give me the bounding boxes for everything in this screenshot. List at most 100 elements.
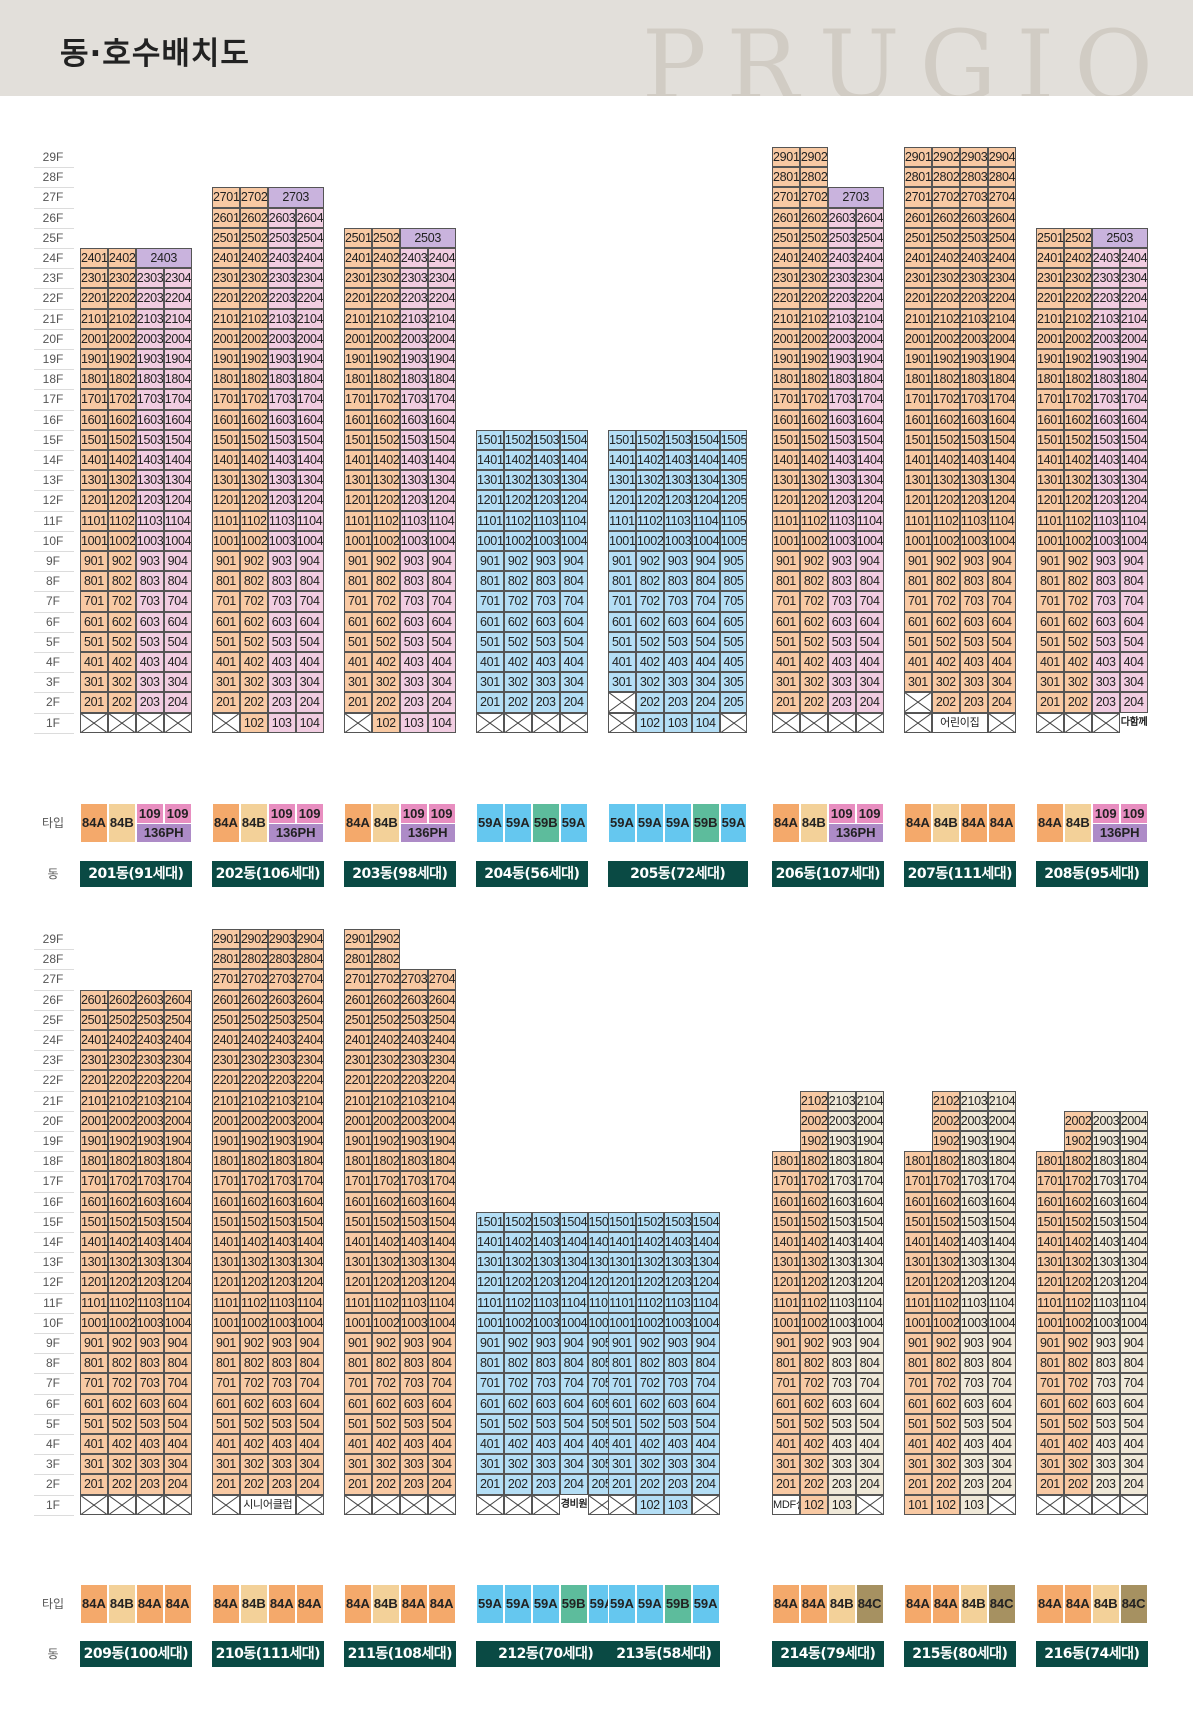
unit-cell[interactable]: 803 [663, 1353, 692, 1374]
unit-cell[interactable]: 703 [959, 1373, 988, 1394]
unit-cell[interactable]: 2204 [427, 1070, 456, 1091]
unit-cell[interactable]: 2004 [295, 328, 324, 349]
unit-cell[interactable]: 1501 [772, 1211, 800, 1232]
unit-cell[interactable]: 601 [1036, 611, 1064, 632]
unit-cell[interactable]: 1401 [80, 450, 108, 471]
unit-cell[interactable]: 2102 [239, 1090, 268, 1111]
unit-cell[interactable]: 1602 [239, 1191, 268, 1212]
unit-cell[interactable]: 502 [503, 1413, 532, 1434]
unit-cell[interactable]: 603 [1091, 611, 1120, 632]
unit-cell[interactable]: 404 [1119, 652, 1148, 673]
unit-cell[interactable]: 1902 [239, 1131, 268, 1152]
unit-cell[interactable]: 2402 [931, 248, 960, 269]
unit-cell[interactable]: 1603 [399, 1191, 428, 1212]
unit-cell[interactable]: 501 [476, 631, 504, 652]
unit-cell[interactable]: 1401 [772, 450, 800, 471]
unit-cell[interactable]: 1104 [427, 510, 456, 531]
unit-cell[interactable]: 1104 [855, 1292, 884, 1313]
unit-cell[interactable]: 604 [691, 611, 720, 632]
unit-cell[interactable]: 1102 [503, 1292, 532, 1313]
unit-cell[interactable]: 1302 [799, 1252, 828, 1273]
unit-cell[interactable]: 1203 [827, 1272, 856, 1293]
unit-cell[interactable]: 1103 [531, 1292, 560, 1313]
unit-cell[interactable]: 901 [212, 1333, 240, 1354]
unit-cell[interactable]: 2402 [371, 248, 400, 269]
unit-cell[interactable]: 2503 [399, 1009, 428, 1030]
unit-cell[interactable]: 702 [371, 591, 400, 612]
unit-cell[interactable]: 2003 [399, 1110, 428, 1131]
unit-cell[interactable]: 2102 [239, 308, 268, 329]
unit-cell[interactable]: 1501 [80, 1211, 108, 1232]
unit-cell[interactable]: 1902 [371, 1131, 400, 1152]
unit-cell[interactable]: 1803 [135, 1151, 164, 1172]
unit-cell[interactable]: 1403 [959, 1232, 988, 1253]
unit-cell[interactable]: 1801 [212, 1151, 240, 1172]
unit-cell[interactable]: 2201 [904, 288, 932, 309]
unit-cell[interactable]: 2704 [987, 187, 1016, 208]
unit-cell[interactable]: 902 [239, 1333, 268, 1354]
unit-cell[interactable]: 803 [1091, 1353, 1120, 1374]
unit-cell[interactable]: 1903 [827, 1131, 856, 1152]
unit-cell[interactable]: 1102 [107, 1292, 136, 1313]
unit-cell[interactable]: 802 [371, 571, 400, 592]
unit-cell[interactable]: 1405 [719, 450, 748, 471]
unit-cell[interactable]: 2904 [987, 147, 1016, 168]
unit-cell[interactable]: 904 [295, 1333, 324, 1354]
unit-cell[interactable]: 2901 [344, 929, 372, 950]
unit-cell[interactable]: 1501 [772, 429, 800, 450]
unit-cell[interactable]: 604 [987, 1393, 1016, 1414]
unit-cell[interactable]: 1003 [827, 1312, 856, 1333]
unit-cell[interactable]: 1303 [531, 1252, 560, 1273]
unit-cell[interactable]: 1802 [239, 369, 268, 390]
unit-cell[interactable]: 2204 [427, 288, 456, 309]
unit-cell[interactable]: 1504 [987, 1211, 1016, 1232]
unit-cell[interactable]: 902 [503, 1333, 532, 1354]
unit-cell[interactable]: 901 [344, 1333, 372, 1354]
unit-cell[interactable]: 1301 [344, 470, 372, 491]
unit-cell[interactable]: 1603 [1091, 409, 1120, 430]
unit-cell[interactable]: 2801 [344, 949, 372, 970]
unit-cell[interactable]: 801 [1036, 1353, 1064, 1374]
unit-cell[interactable]: 1001 [344, 530, 372, 551]
unit-cell[interactable]: 602 [1063, 611, 1092, 632]
unit-cell[interactable]: 1604 [427, 409, 456, 430]
unit-cell[interactable]: 502 [239, 1413, 268, 1434]
unit-cell[interactable]: 903 [399, 551, 428, 572]
unit-cell[interactable]: 2303 [959, 268, 988, 289]
unit-cell[interactable]: 501 [608, 631, 636, 652]
unit-cell[interactable]: 802 [931, 1353, 960, 1374]
unit-cell[interactable]: 801 [772, 1353, 800, 1374]
unit-cell[interactable]: 303 [959, 1454, 988, 1475]
unit-cell[interactable]: 703 [531, 591, 560, 612]
unit-cell[interactable]: 403 [827, 652, 856, 673]
unit-cell[interactable]: 502 [799, 1413, 828, 1434]
unit-cell[interactable]: 2204 [987, 288, 1016, 309]
unit-cell[interactable]: 1301 [904, 1252, 932, 1273]
unit-cell[interactable]: 204 [295, 1474, 324, 1495]
unit-cell[interactable]: 702 [799, 1373, 828, 1394]
unit-cell[interactable]: 1005 [719, 530, 748, 551]
unit-cell[interactable]: 1302 [1063, 470, 1092, 491]
unit-cell[interactable]: 2102 [1063, 308, 1092, 329]
unit-cell[interactable]: 1202 [799, 490, 828, 511]
unit-cell[interactable]: 2203 [959, 288, 988, 309]
unit-cell[interactable]: 902 [799, 551, 828, 572]
unit-cell[interactable]: 2003 [827, 1110, 856, 1131]
unit-cell[interactable]: 702 [371, 1373, 400, 1394]
unit-cell[interactable]: 2702 [371, 969, 400, 990]
unit-cell[interactable]: 2401 [80, 1030, 108, 1051]
unit-cell[interactable]: 1603 [135, 1191, 164, 1212]
unit-cell[interactable]: 701 [344, 1373, 372, 1394]
unit-cell[interactable]: 404 [559, 1434, 588, 1455]
unit-cell[interactable]: 701 [772, 591, 800, 612]
unit-cell[interactable]: 2104 [855, 1090, 884, 1111]
unit-cell[interactable]: 403 [959, 1434, 988, 1455]
unit-cell[interactable]: 1203 [267, 490, 296, 511]
unit-cell[interactable]: 1501 [344, 1211, 372, 1232]
unit-cell[interactable]: 2504 [427, 1009, 456, 1030]
unit-cell[interactable]: 603 [959, 1393, 988, 1414]
unit-cell[interactable]: 305 [719, 672, 748, 693]
unit-cell[interactable]: 1801 [904, 369, 932, 390]
unit-cell[interactable]: 1701 [212, 1171, 240, 1192]
unit-cell[interactable]: 903 [531, 1333, 560, 1354]
